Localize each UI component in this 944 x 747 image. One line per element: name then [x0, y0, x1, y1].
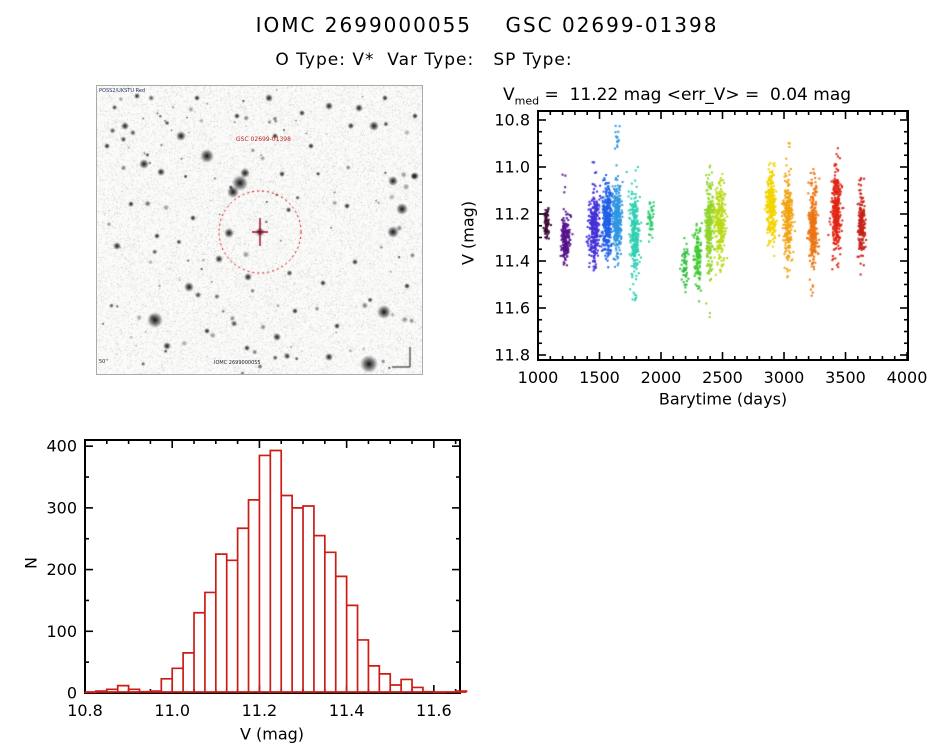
lightcurve-xlabel: Barytime (days) — [658, 389, 788, 409]
histogram-bars — [84, 449, 468, 694]
x-tick-label: 11.4 — [329, 701, 365, 720]
y-tick-label: 11.2 — [494, 205, 530, 224]
histogram-plot: 10.8 11.0 11.2 11.4 11.6 0 100 200 300 400 — [46, 437, 468, 720]
object-type-line: O Type: V* Var Type: SP Type: — [275, 50, 573, 70]
x-tick-label: 11.6 — [416, 701, 452, 720]
x-tick-label: 11.2 — [242, 701, 278, 720]
y-tick-label: 400 — [46, 437, 77, 456]
lightcurve-ylabel: V (mag) — [458, 200, 478, 266]
scale-annotation: 50'' — [99, 359, 109, 365]
y-tick-label: 11.4 — [494, 252, 530, 271]
x-tick-label: 4000 — [887, 368, 928, 387]
lightcurve-plot: 1000 1500 2000 2500 3000 3500 4000 10.8 11.0 11.2… — [494, 110, 928, 387]
plate-annotation: POSS2/UKSTU Red — [99, 88, 146, 94]
x-tick-label: 2000 — [641, 368, 682, 387]
page-title: IOMC 2699000055 GSC 02699-01398 — [255, 13, 719, 37]
coordinates-annotation: IOMC 2699000055 — [214, 360, 261, 366]
y-tick-label: 11.0 — [494, 158, 530, 177]
y-tick-label: 11.6 — [494, 299, 530, 318]
y-tick-label: 200 — [46, 560, 77, 579]
x-tick-label: 10.8 — [67, 701, 103, 720]
x-tick-label: 11.0 — [154, 701, 190, 720]
x-tick-label: 1500 — [579, 368, 620, 387]
x-tick-label: 3500 — [825, 368, 866, 387]
histogram-xlabel: V (mag) — [239, 724, 305, 744]
y-tick-label: 0 — [67, 684, 77, 703]
y-tick-label: 11.8 — [494, 346, 530, 365]
lightcurve-title-var: V — [503, 85, 515, 105]
x-tick-label: 1000 — [518, 368, 559, 387]
y-tick-label: 300 — [46, 498, 77, 517]
x-tick-label: 3000 — [764, 368, 805, 387]
histogram-ylabel: N — [21, 557, 41, 569]
x-tick-label: 2500 — [702, 368, 743, 387]
finding-chart-image — [96, 85, 423, 375]
finding-chart: POSS2/UKSTU Red GSC 02699-01398 50'' IOM… — [96, 85, 423, 375]
target-label: GSC 02699-01398 — [236, 136, 291, 143]
y-tick-label: 100 — [46, 622, 77, 641]
y-tick-label: 10.8 — [494, 111, 530, 130]
